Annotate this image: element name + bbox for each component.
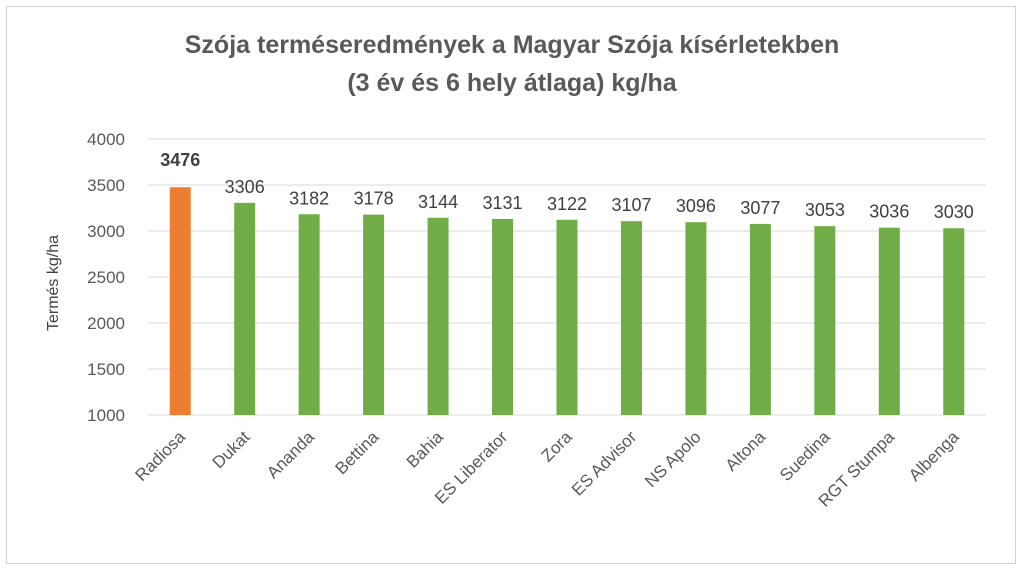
bar bbox=[234, 202, 256, 415]
data-label: 3096 bbox=[676, 196, 716, 216]
x-tick-label: Bahia bbox=[403, 427, 448, 472]
data-label: 3131 bbox=[483, 193, 523, 213]
x-tick-label: Altona bbox=[722, 427, 770, 475]
bar bbox=[620, 221, 642, 415]
chart-title-line1: Szója terméseredmények a Magyar Szója kí… bbox=[184, 31, 840, 59]
bar bbox=[943, 228, 965, 415]
y-tick-label: 1500 bbox=[87, 360, 125, 379]
data-label: 3036 bbox=[869, 202, 909, 222]
x-tick-label: Albenga bbox=[905, 427, 963, 485]
y-axis-ticks: 1000 1500 2000 2500 3000 3500 4000 bbox=[87, 130, 125, 425]
x-tick-label: Dukat bbox=[209, 427, 254, 472]
x-tick-label: ES Advisor bbox=[568, 427, 640, 499]
y-axis-label: Termés kg/ha bbox=[45, 235, 62, 331]
data-label: 3476 bbox=[160, 150, 200, 170]
x-tick-label: Ananda bbox=[263, 427, 318, 482]
y-tick-label: 3500 bbox=[87, 176, 125, 195]
bars bbox=[169, 187, 965, 415]
data-labels: 3476 3306 3182 3178 3144 3131 3122 3107 3096 3077… bbox=[160, 150, 974, 222]
bar bbox=[363, 214, 385, 415]
y-tick-label: 1000 bbox=[87, 406, 125, 425]
y-tick-label: 2500 bbox=[87, 268, 125, 287]
y-tick-label: 3000 bbox=[87, 222, 125, 241]
bar bbox=[298, 214, 320, 415]
chart-title-line2: (3 év és 6 hely átlaga) kg/ha bbox=[347, 69, 677, 97]
bar bbox=[749, 223, 771, 415]
x-tick-label: Suedina bbox=[776, 427, 834, 485]
x-tick-label: Zora bbox=[538, 427, 577, 466]
y-tick-label: 4000 bbox=[87, 130, 125, 149]
data-label: 3144 bbox=[418, 192, 458, 212]
bar bbox=[878, 227, 900, 415]
data-label: 3306 bbox=[225, 177, 265, 197]
data-label: 3178 bbox=[354, 189, 394, 209]
data-label: 3107 bbox=[611, 195, 651, 215]
data-label: 3182 bbox=[289, 188, 329, 208]
x-tick-label: NS Apolo bbox=[641, 427, 705, 491]
bar bbox=[169, 187, 191, 415]
bar bbox=[427, 217, 449, 415]
data-label: 3077 bbox=[740, 198, 780, 218]
x-tick-label: Bettina bbox=[332, 427, 383, 478]
data-label: 3053 bbox=[805, 200, 845, 220]
chart-title: Szója terméseredmények a Magyar Szója kí… bbox=[0, 26, 1024, 102]
bar bbox=[556, 219, 578, 415]
data-label: 3122 bbox=[547, 194, 587, 214]
bar bbox=[492, 218, 514, 415]
data-label: 3030 bbox=[934, 202, 974, 222]
x-tick-label: Radiosa bbox=[132, 427, 190, 485]
y-tick-label: 2000 bbox=[87, 314, 125, 333]
bar bbox=[814, 226, 836, 415]
bar bbox=[685, 222, 707, 415]
